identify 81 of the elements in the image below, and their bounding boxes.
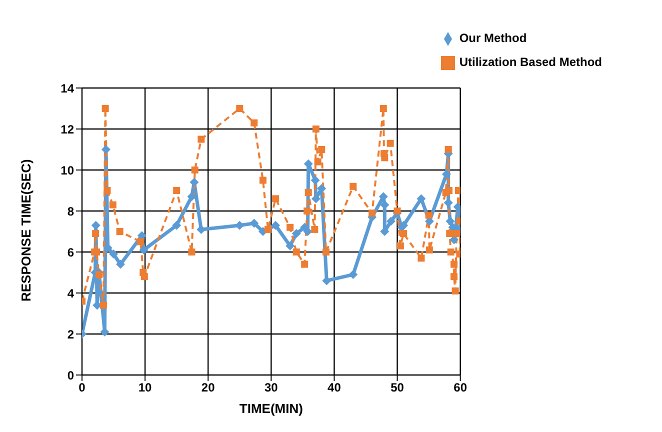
point bbox=[311, 226, 318, 233]
point bbox=[271, 220, 280, 230]
point bbox=[104, 187, 111, 194]
point bbox=[418, 254, 425, 262]
y-tick-label: 0 bbox=[67, 368, 74, 382]
x-axis-title: TIME(MIN) bbox=[239, 401, 303, 416]
point bbox=[396, 242, 404, 250]
point bbox=[96, 271, 103, 278]
point bbox=[292, 229, 301, 238]
point bbox=[173, 187, 180, 194]
point bbox=[348, 270, 358, 280]
point bbox=[236, 105, 244, 112]
point bbox=[304, 189, 312, 196]
point bbox=[188, 248, 196, 256]
point bbox=[312, 126, 320, 132]
point bbox=[425, 212, 432, 219]
y-tick-label: 8 bbox=[67, 204, 74, 218]
point bbox=[380, 105, 387, 112]
point bbox=[92, 230, 100, 238]
x-tick-label: 0 bbox=[78, 380, 86, 395]
point bbox=[314, 158, 322, 166]
x-tick-label: 60 bbox=[454, 380, 468, 395]
point bbox=[140, 273, 148, 280]
point bbox=[190, 178, 199, 187]
point bbox=[116, 228, 124, 235]
legend-label: Utilization Based Method bbox=[459, 55, 602, 69]
point bbox=[311, 194, 320, 204]
point bbox=[368, 210, 376, 217]
point bbox=[426, 246, 433, 254]
point bbox=[264, 226, 272, 233]
point bbox=[301, 260, 308, 268]
point bbox=[453, 230, 460, 238]
point bbox=[322, 248, 330, 256]
x-tick-label: 40 bbox=[328, 380, 342, 395]
point bbox=[250, 218, 259, 228]
point bbox=[450, 273, 458, 280]
point bbox=[137, 238, 144, 246]
point bbox=[318, 146, 326, 153]
point bbox=[272, 195, 280, 202]
point bbox=[450, 260, 458, 268]
y-tick-label: 2 bbox=[67, 327, 74, 342]
point bbox=[446, 230, 454, 238]
y-tick-label: 4 bbox=[67, 286, 74, 300]
point bbox=[310, 176, 320, 185]
x-tick-label: 50 bbox=[390, 380, 404, 395]
point bbox=[250, 119, 258, 126]
point bbox=[416, 194, 426, 204]
point bbox=[259, 176, 266, 184]
point bbox=[292, 248, 300, 256]
point bbox=[444, 146, 452, 153]
x-tick-label: 20 bbox=[201, 380, 216, 395]
point bbox=[400, 230, 408, 238]
x-tick-label: 10 bbox=[138, 380, 152, 395]
point bbox=[286, 241, 295, 250]
point bbox=[454, 187, 460, 194]
point bbox=[452, 287, 459, 294]
point bbox=[350, 182, 357, 190]
point bbox=[386, 216, 396, 226]
y-tick-label: 14 bbox=[60, 81, 74, 96]
point bbox=[442, 170, 451, 179]
point bbox=[286, 224, 294, 231]
point bbox=[394, 208, 401, 214]
y-axis-title: RESPONSE TIME(SEC) bbox=[18, 159, 34, 302]
point bbox=[109, 201, 116, 208]
point bbox=[172, 220, 182, 230]
y-tick-label: 10 bbox=[60, 163, 74, 178]
y-tick-label: 6 bbox=[67, 245, 74, 260]
point bbox=[101, 145, 110, 154]
point bbox=[381, 154, 388, 162]
point bbox=[102, 105, 109, 112]
point bbox=[109, 250, 118, 259]
legend-label: Our Method bbox=[459, 31, 527, 45]
point bbox=[198, 136, 205, 143]
x-tick-label: 30 bbox=[264, 380, 278, 395]
point bbox=[116, 260, 125, 269]
point bbox=[100, 302, 107, 309]
point bbox=[304, 208, 311, 214]
point bbox=[191, 166, 198, 174]
point bbox=[447, 248, 454, 256]
y-tick-label: 12 bbox=[60, 122, 74, 136]
point bbox=[386, 140, 394, 147]
